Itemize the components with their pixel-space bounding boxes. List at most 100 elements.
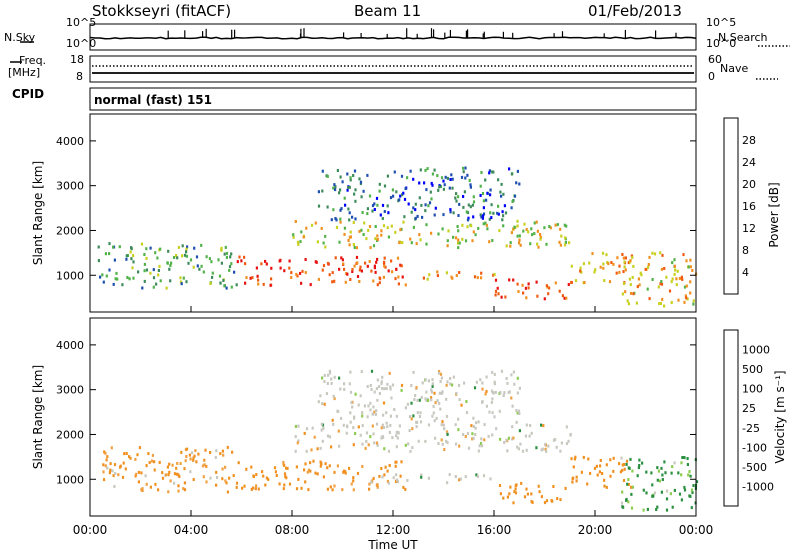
echo-cell	[502, 394, 505, 397]
echo-cell	[278, 482, 281, 486]
echo-cell	[394, 464, 397, 468]
echo-cell	[350, 401, 353, 405]
echo-cell	[579, 269, 582, 273]
echo-cell	[180, 282, 183, 286]
ytick-label: 3000	[56, 180, 84, 193]
echo-cell	[402, 220, 405, 224]
nsky-label: N.Sky	[4, 31, 36, 44]
echo-cell	[433, 213, 436, 217]
echo-cell	[439, 185, 442, 188]
echo-cell	[430, 396, 433, 400]
echo-cell	[121, 283, 124, 287]
echo-cell	[509, 241, 512, 245]
colorbar-tick-label: -25	[742, 422, 760, 435]
echo-cell	[389, 387, 392, 391]
echo-cell	[115, 271, 118, 275]
echo-cell	[467, 446, 471, 450]
echo-cell	[221, 477, 224, 481]
echo-cell	[373, 208, 376, 211]
echo-cell	[651, 494, 654, 498]
echo-cell	[632, 264, 635, 268]
echo-cell	[254, 487, 257, 491]
echo-cell	[393, 408, 396, 411]
echo-cell	[671, 505, 674, 509]
echo-cell	[388, 464, 391, 467]
echo-cell	[250, 465, 253, 469]
echo-cell	[506, 495, 509, 499]
echo-cell	[361, 211, 364, 214]
echo-cell	[391, 436, 394, 440]
echo-cell	[531, 233, 534, 237]
echo-cell	[269, 283, 272, 287]
echo-cell	[512, 227, 515, 231]
echo-cell	[689, 291, 692, 295]
echo-cell	[249, 276, 252, 280]
echo-cell	[296, 274, 299, 278]
echo-cell	[145, 247, 148, 251]
echo-cell	[195, 255, 199, 259]
echo-cell	[222, 279, 225, 282]
echo-cell	[221, 467, 224, 471]
echo-cell	[549, 226, 552, 230]
echo-cell	[260, 262, 263, 266]
echo-cell	[567, 439, 570, 443]
power-panel: 4000 3000 2000 1000 Slant Range [km] 28 24 20…	[31, 113, 781, 313]
echo-cell	[556, 223, 559, 227]
echo-cell	[383, 473, 386, 477]
echo-cell	[522, 291, 525, 295]
echo-cell	[503, 441, 506, 444]
echo-cell	[430, 390, 433, 394]
echo-cell	[488, 169, 491, 173]
echo-cell	[136, 453, 139, 457]
echo-cell	[431, 378, 434, 382]
echo-cell	[456, 225, 459, 228]
echo-cell	[518, 241, 521, 245]
echo-cell	[348, 185, 351, 189]
echo-cell	[404, 406, 407, 410]
echo-cell	[279, 258, 282, 262]
echo-cell	[635, 301, 638, 305]
echo-cell	[507, 436, 510, 440]
echo-cell	[262, 282, 265, 286]
echo-cell	[321, 268, 324, 272]
echo-cell	[653, 252, 657, 256]
echo-cell	[471, 203, 474, 207]
echo-cell	[591, 252, 594, 256]
echo-cell	[442, 213, 445, 217]
echo-cell	[335, 225, 339, 229]
sky-tick-left-bottom: 10^0	[66, 37, 97, 50]
echo-cell	[185, 280, 188, 284]
echo-cell	[354, 432, 357, 435]
echo-cell	[603, 279, 606, 283]
echo-cell	[446, 176, 449, 180]
echo-cell	[518, 429, 521, 433]
echo-cell	[341, 488, 344, 492]
echo-cell	[143, 269, 146, 273]
echo-cell	[228, 476, 231, 480]
echo-cell	[321, 169, 324, 173]
echo-cell	[333, 279, 336, 283]
echo-cell	[378, 189, 381, 193]
colorbar-tick-label: 24	[742, 156, 756, 169]
echo-cell	[418, 398, 421, 402]
echo-cell	[500, 369, 504, 373]
echo-cell	[331, 280, 334, 284]
echo-cell	[101, 273, 104, 277]
echo-cell	[443, 427, 446, 431]
echo-cell	[177, 473, 180, 477]
echo-cell	[380, 229, 383, 233]
echo-cell	[568, 241, 571, 245]
echo-cell	[627, 500, 630, 504]
echo-cell	[623, 265, 626, 269]
echo-cell	[185, 250, 188, 254]
echo-cell	[673, 264, 676, 268]
echo-cell	[208, 257, 211, 261]
echo-cell	[369, 435, 372, 439]
echo-cell	[529, 242, 532, 246]
echo-cell	[485, 223, 488, 227]
echo-cell	[529, 423, 532, 427]
echo-cell	[134, 457, 137, 461]
echo-cell	[244, 281, 247, 285]
echo-cell	[223, 252, 226, 256]
echo-cell	[387, 269, 390, 273]
